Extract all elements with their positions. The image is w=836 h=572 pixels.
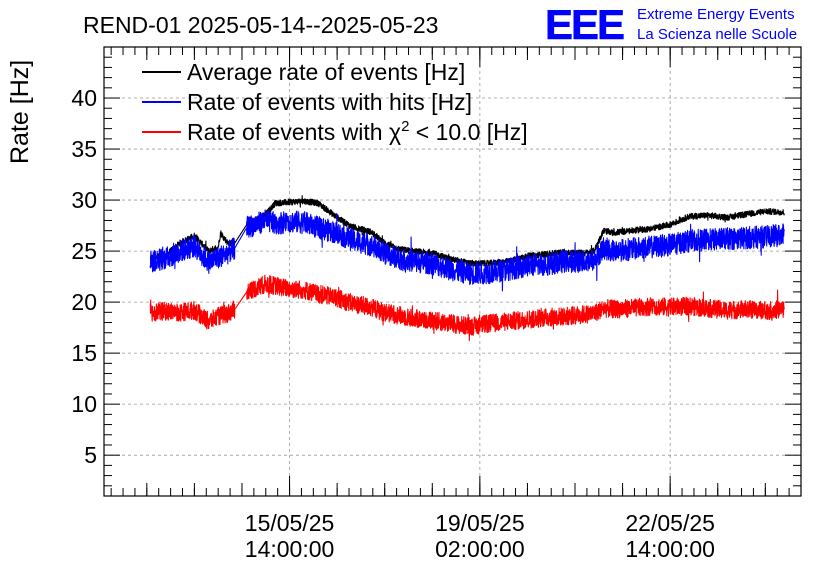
x-tick-label-date: 19/05/25 [435,510,525,536]
y-tick-label: 5 [84,442,97,468]
y-tick-label: 10 [71,391,97,417]
eee-logo-letters: EEE [545,1,624,48]
y-tick-label: 25 [71,238,97,264]
logo-line1: Extreme Energy Events [637,6,795,23]
grid [104,47,801,496]
chart-title: REND-01 2025-05-14--2025-05-23 [83,12,438,38]
series-line-2 [149,274,785,342]
y-tick-label: 30 [71,187,97,213]
y-tick-label: 15 [71,340,97,366]
legend-label: Average rate of events [Hz] [187,59,465,85]
axis-ticks [104,47,802,497]
y-axis-label: Rate [Hz] [6,60,34,164]
series-line-1 [149,209,785,292]
legend: Average rate of events [Hz] Rate of event… [142,59,528,145]
x-tick-label-time: 02:00:00 [435,536,525,562]
legend-label: Rate of events with hits [Hz] [187,89,472,115]
series-group [149,195,785,342]
y-tick-label: 40 [71,85,97,111]
x-tick-label-time: 14:00:00 [625,536,715,562]
tick-labels: 51015202530354015/05/2514:00:0019/05/250… [71,85,715,562]
x-tick-label-date: 15/05/25 [245,510,335,536]
legend-label: Rate of events with χ2 < 10.0 [Hz] [187,118,528,145]
y-tick-label: 20 [71,289,97,315]
eee-logo: EEE Extreme Energy Events La Scienza nel… [545,1,797,49]
y-tick-label: 35 [71,136,97,162]
x-tick-label-date: 22/05/25 [625,510,715,536]
x-tick-label-time: 14:00:00 [245,536,335,562]
logo-line2: La Scienza nelle Scuole [637,26,797,43]
